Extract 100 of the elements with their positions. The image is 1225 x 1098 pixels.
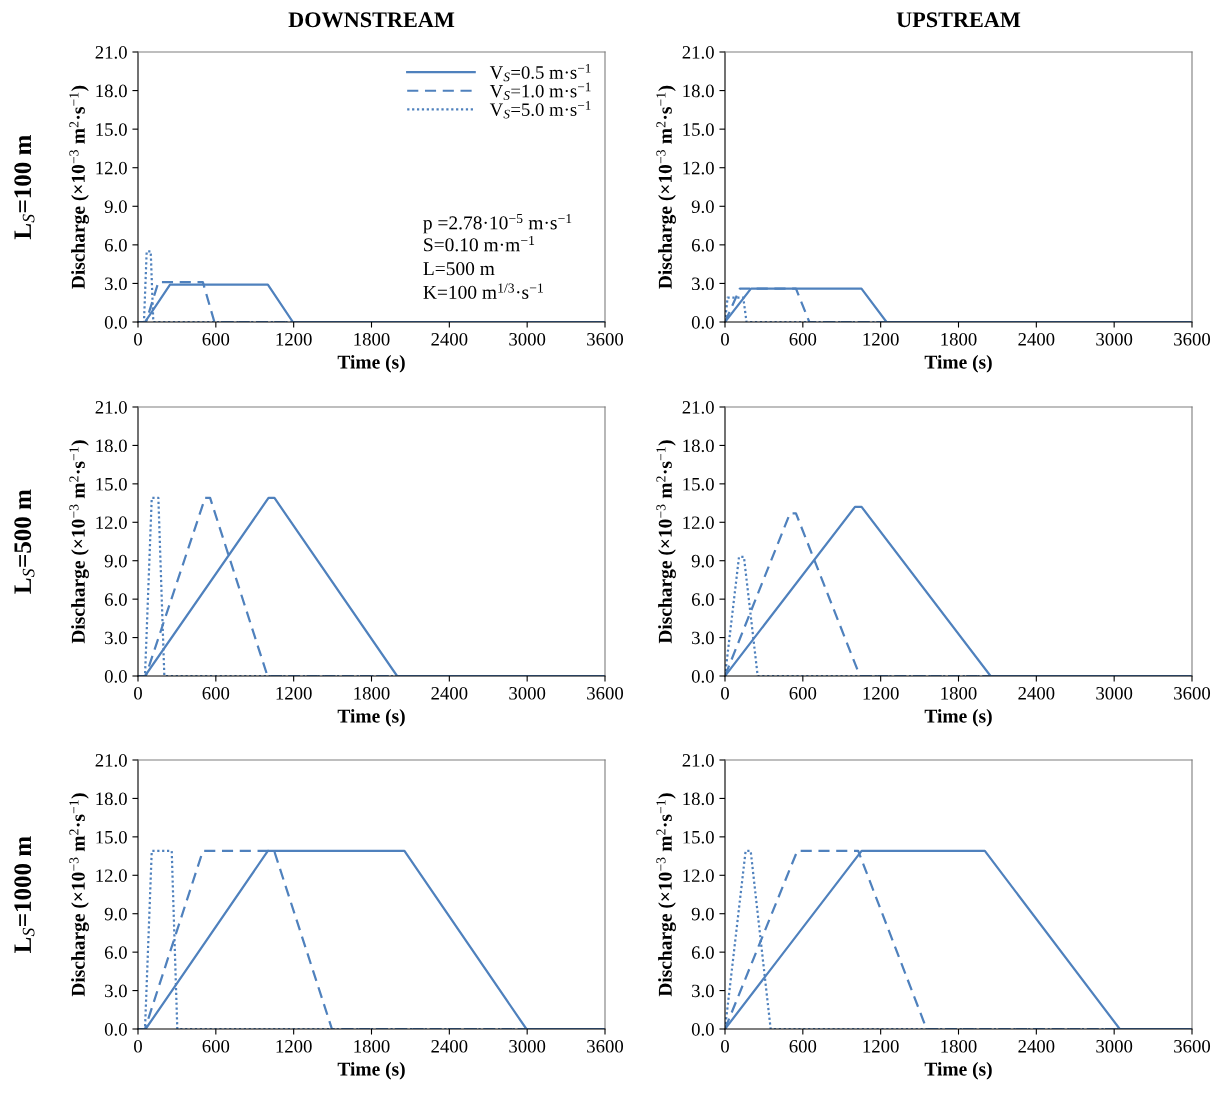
y-tick-label: 0.0 <box>691 316 714 329</box>
y-tick-label: 6.0 <box>691 593 714 606</box>
x-tick-label: 3600 <box>587 686 624 700</box>
y-tick-label: 21.0 <box>682 46 714 59</box>
x-tick-label: 2400 <box>431 332 468 346</box>
x-tick-label: 3000 <box>1096 1039 1133 1053</box>
y-tick-label: 18.0 <box>683 439 714 453</box>
x-tick-label: 0 <box>721 1039 729 1053</box>
x-tick-label: 3000 <box>509 686 546 700</box>
y-tick-label: 18.0 <box>96 439 127 453</box>
y-tick-label: 12.0 <box>96 869 127 883</box>
y-tick-label: 0.0 <box>104 1023 127 1036</box>
annotation: K=100 m$^{1/3}$·s$^{−1}$ <box>423 283 543 299</box>
y-tick-label: 15.0 <box>683 477 714 491</box>
y-tick-label: 3.0 <box>692 984 714 998</box>
y-tick-label: 12.0 <box>683 161 714 175</box>
x-tick-label: 2400 <box>1018 332 1055 346</box>
x-tick-label: 1200 <box>863 332 899 346</box>
y-tick-label: 6.0 <box>104 946 127 959</box>
x-tick-label: 2400 <box>431 1039 468 1053</box>
x-tick-label: 600 <box>789 332 817 346</box>
y-tick-label: 12.0 <box>96 161 127 175</box>
y-tick-label: 12.0 <box>683 869 714 883</box>
y-tick-label: 15.0 <box>683 830 714 844</box>
x-tick-label: 3600 <box>587 332 624 346</box>
y-tick-label: 21.0 <box>95 401 127 414</box>
annotation: S=0.10 m·m$^{−1}$ <box>424 235 535 252</box>
x-tick-label: 1200 <box>863 1039 899 1053</box>
x-tick-label: 0 <box>721 332 729 346</box>
x-tick-label: 600 <box>202 332 230 346</box>
x-tick-label: 2400 <box>1018 1039 1055 1053</box>
x-axis-title: Time (s) <box>337 354 405 373</box>
annotation: L=500 m <box>423 262 495 276</box>
y-tick-label: 9.0 <box>104 554 127 568</box>
y-tick-label: 21.0 <box>95 754 127 767</box>
x-tick-label: 3000 <box>1096 686 1133 700</box>
y-axis-title: Discharge (×10$^{−3}$ m$^{2}$·s$^{−1}$) <box>656 440 676 644</box>
x-tick-label: 600 <box>789 686 817 700</box>
x-axis-title: Time (s) <box>924 1061 992 1080</box>
legend-label: V$_{S}$=5.0 m·s$^{−1}$ <box>489 101 591 119</box>
y-tick-label: 15.0 <box>96 830 127 844</box>
y-tick-label: 3.0 <box>105 984 127 998</box>
y-axis-title: Discharge (×10$^{−3}$ m$^{2}$·s$^{−1}$) <box>656 793 676 997</box>
y-tick-label: 6.0 <box>691 238 714 252</box>
y-tick-label: 21.0 <box>682 401 714 414</box>
y-tick-label: 3.0 <box>692 631 714 645</box>
y-tick-label: 18.0 <box>96 84 127 98</box>
chart-title: UPSTREAM <box>896 12 1021 28</box>
x-tick-label: 1200 <box>276 1039 312 1053</box>
y-tick-label: 15.0 <box>96 123 127 136</box>
y-tick-label: 12.0 <box>96 516 127 530</box>
y-tick-label: 9.0 <box>691 554 714 568</box>
x-tick-label: 1200 <box>863 686 899 700</box>
x-tick-label: 1800 <box>354 332 390 346</box>
y-tick-label: 9.0 <box>104 907 127 921</box>
x-tick-label: 1200 <box>276 686 312 700</box>
x-tick-label: 3000 <box>509 1039 546 1053</box>
chart-title: DOWNSTREAM <box>288 12 455 28</box>
legend-label: V$_{S}$=1.0 m·s$^{−1}$ <box>489 82 591 100</box>
y-tick-label: 18.0 <box>683 792 714 806</box>
x-tick-label: 1800 <box>354 686 390 700</box>
x-tick-label: 3000 <box>1096 332 1133 346</box>
y-tick-label: 0.0 <box>691 670 714 683</box>
x-tick-label: 3600 <box>1174 1039 1211 1053</box>
y-tick-label: 15.0 <box>96 477 127 491</box>
y-tick-label: 3.0 <box>692 277 714 291</box>
text: L$_{S}$=500 m <box>14 489 35 594</box>
x-tick-label: 1800 <box>941 686 977 700</box>
annotation: p =2.78·10$^{−5}$ m·s$^{−1}$ <box>423 214 572 234</box>
y-tick-label: 3.0 <box>105 277 127 291</box>
y-tick-label: 9.0 <box>691 200 714 214</box>
y-tick-label: 6.0 <box>104 238 127 252</box>
x-tick-label: 1800 <box>941 332 977 346</box>
y-tick-label: 21.0 <box>682 754 714 767</box>
text: L$_{S}$=100 m <box>14 135 35 240</box>
legend-label: V$_{S}$=0.5 m·s$^{−1}$ <box>489 63 591 82</box>
text: L$_{S}$=1000 m <box>14 836 35 953</box>
y-tick-label: 21.0 <box>95 46 127 59</box>
y-tick-label: 3.0 <box>105 631 127 645</box>
y-tick-label: 0.0 <box>104 316 127 329</box>
x-tick-label: 3600 <box>1174 686 1211 700</box>
y-axis-title: Discharge (×10$^{−3}$ m$^{2}$·s$^{−1}$) <box>69 85 89 289</box>
y-tick-label: 15.0 <box>683 123 714 136</box>
y-tick-label: 9.0 <box>104 200 127 214</box>
x-tick-label: 1800 <box>354 1039 390 1053</box>
y-tick-label: 18.0 <box>96 792 127 806</box>
y-tick-label: 6.0 <box>691 946 714 959</box>
x-tick-label: 3600 <box>587 1039 624 1053</box>
x-tick-label: 0 <box>134 332 142 346</box>
y-tick-label: 18.0 <box>683 84 714 98</box>
x-tick-label: 0 <box>134 1039 142 1053</box>
y-axis-title: Discharge (×10$^{−3}$ m$^{2}$·s$^{−1}$) <box>69 440 89 644</box>
y-tick-label: 0.0 <box>691 1023 714 1036</box>
x-tick-label: 2400 <box>431 686 468 700</box>
x-tick-label: 1800 <box>941 1039 977 1053</box>
y-axis-title: Discharge (×10$^{−3}$ m$^{2}$·s$^{−1}$) <box>656 85 676 289</box>
y-tick-label: 6.0 <box>104 593 127 606</box>
x-tick-label: 600 <box>202 686 230 700</box>
x-tick-label: 2400 <box>1018 686 1055 700</box>
x-axis-title: Time (s) <box>924 354 992 373</box>
